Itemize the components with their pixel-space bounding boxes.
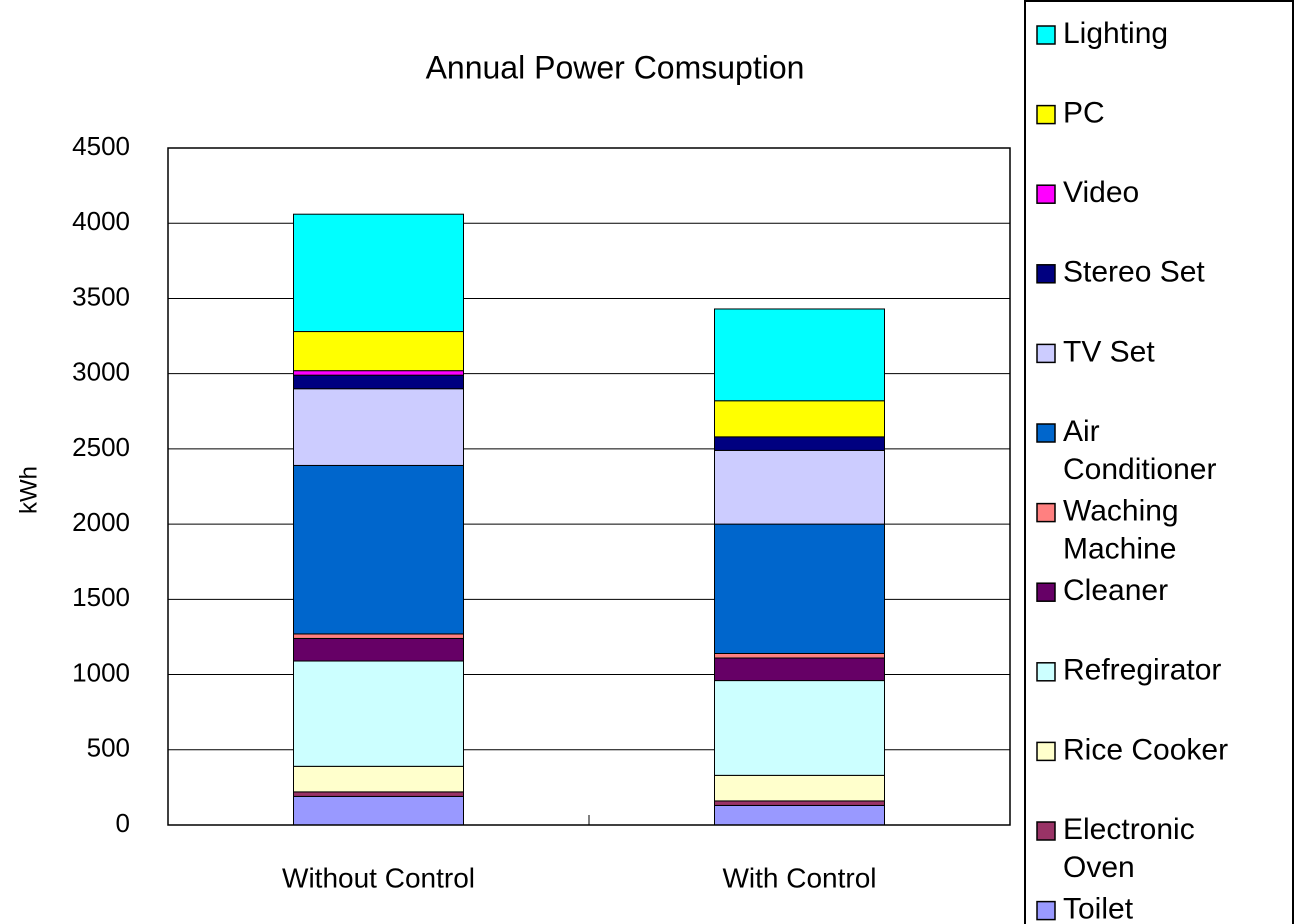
legend-label: Toilet: [1063, 893, 1134, 924]
y-tick-label: 3500: [72, 281, 130, 311]
legend-swatch: [1036, 343, 1056, 364]
legend-label: PC: [1063, 97, 1105, 130]
bar-segment: [293, 791, 464, 797]
bar-segment: [714, 774, 885, 802]
legend-label: Lighting: [1063, 17, 1168, 50]
bar-segment: [714, 652, 885, 659]
y-axis-label: kWh: [15, 466, 42, 514]
y-tick-label: 4500: [72, 131, 130, 161]
legend-label: Waching Machine: [1063, 495, 1187, 566]
legend-swatch: [1036, 502, 1056, 523]
bar-segment: [714, 523, 885, 654]
bar-segment: [714, 449, 885, 525]
bar-segment: [293, 374, 464, 390]
legend-label: Stereo Set: [1063, 256, 1205, 289]
bar-segment: [714, 804, 885, 826]
y-tick-label: 1500: [72, 582, 130, 612]
legend-swatch: [1036, 104, 1056, 125]
legend-swatch: [1036, 662, 1056, 682]
bar-segment: [293, 765, 464, 793]
bar-segment: [293, 388, 464, 466]
bar-segment: [293, 213, 464, 333]
legend-swatch: [1036, 582, 1056, 602]
bar-segment: [714, 400, 885, 438]
legend-swatch: [1036, 900, 1056, 921]
y-tick-label: 0: [116, 808, 130, 838]
y-tick-label: 500: [87, 733, 130, 763]
legend-label: Rice Cooker: [1063, 733, 1228, 766]
bar-segment: [714, 800, 885, 806]
bar-segment: [293, 370, 464, 376]
legend-swatch: [1036, 423, 1056, 443]
y-tick-label: 4000: [72, 206, 130, 236]
bar-segment: [293, 795, 464, 826]
legend-swatch: [1036, 264, 1056, 284]
y-tick-label: 3000: [72, 357, 130, 387]
legend-label: Electronic Oven: [1063, 813, 1203, 884]
bar-segment: [293, 660, 464, 767]
legend-swatch: [1036, 821, 1056, 841]
y-tick-label: 1000: [72, 657, 130, 687]
y-tick-label: 2500: [72, 432, 130, 462]
x-tick-label: Without Control: [282, 862, 475, 893]
legend-label: Cleaner: [1063, 574, 1168, 607]
chart-title: Annual Power Comsuption: [426, 49, 805, 85]
bar-segment: [714, 680, 885, 776]
bar-segment: [293, 331, 464, 372]
x-tick-label: With Control: [722, 862, 876, 893]
plot-border: [167, 147, 1011, 826]
legend-label: Refregirator: [1063, 654, 1221, 687]
legend-label: Air Conditioner: [1063, 415, 1216, 486]
legend-swatch: [1036, 184, 1056, 204]
y-tick-label: 2000: [72, 507, 130, 537]
legend-label: TV Set: [1063, 335, 1155, 368]
bar-segment: [714, 657, 885, 682]
bar-segment: [714, 308, 885, 402]
legend-swatch: [1036, 25, 1056, 45]
bar-segment: [293, 637, 464, 662]
bar-segment: [293, 464, 464, 635]
bar-segment: [714, 436, 885, 451]
bar-segment: [293, 633, 464, 639]
legend-box: [1024, 0, 1294, 924]
legend-label: Video: [1063, 176, 1139, 209]
legend-swatch: [1036, 741, 1056, 762]
